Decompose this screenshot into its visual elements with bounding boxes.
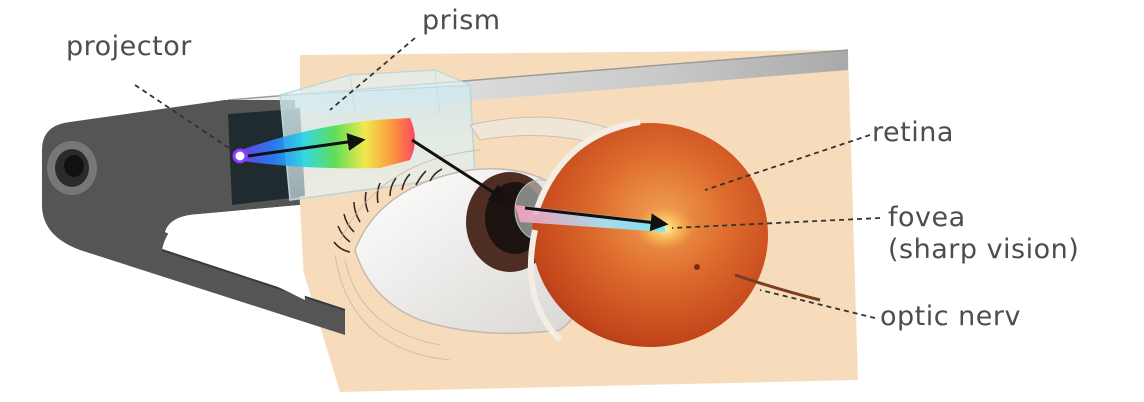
projector-leader: [134, 84, 233, 151]
optic-nerve-leader: [759, 289, 876, 319]
label-fovea-note: (sharp vision): [888, 234, 1080, 265]
fovea-leader: [671, 217, 881, 229]
prism-leader: [329, 37, 416, 111]
label-prism: prism: [422, 5, 501, 36]
retina-leader: [704, 134, 871, 191]
label-retina: retina: [872, 117, 954, 148]
label-fovea: fovea: [888, 202, 966, 233]
label-optic-nerve: optic nerv: [880, 301, 1021, 332]
label-projector: projector: [66, 31, 192, 62]
optic-nerve: [734, 273, 821, 302]
projected-light-beam: [236, 118, 415, 169]
